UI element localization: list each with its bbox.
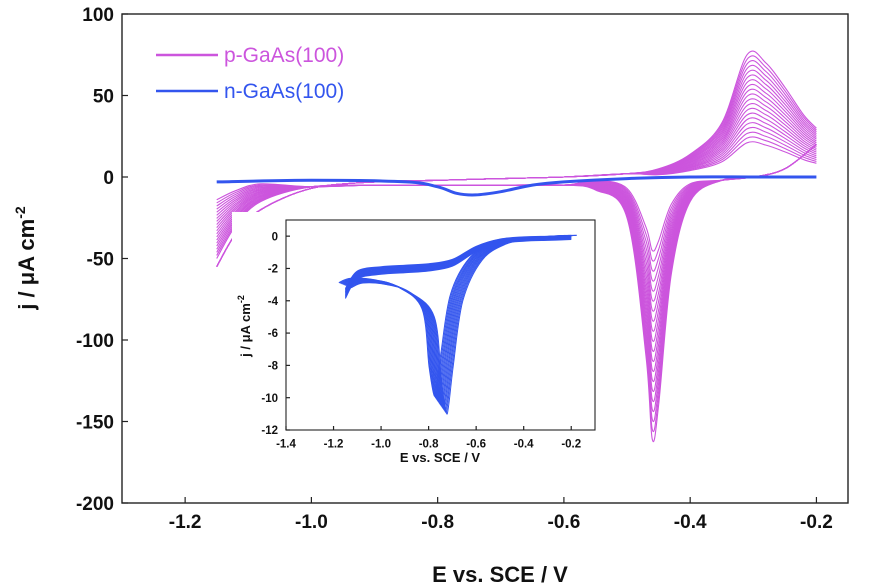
main-x-tick-label-1: -1.0: [295, 512, 328, 533]
inset-y-tick-label-6: -12: [261, 425, 278, 437]
inset-x-ticks: -1.4 -1.2 -1.0 -0.8 -0.6 -0.4 -0.2: [276, 426, 581, 451]
inset-y-tick-label-3: -6: [268, 328, 278, 340]
p-gaas-forward-sweep-19: [216, 50, 817, 267]
inset-x-tick-label-1: -1.2: [324, 439, 344, 451]
main-y-tick-label-3: -50: [87, 249, 114, 270]
legend-label-n-gaas: n-GaAs(100): [224, 80, 344, 103]
main-y-axis-label-superscript: -2: [12, 206, 28, 219]
inset-series-layer: [338, 234, 577, 415]
main-x-tick-label-3: -0.6: [548, 512, 581, 533]
main-chart: -1.2 -1.0 -0.8 -0.6 -0.4 -0.2 100500-50-100-1…: [12, 5, 849, 587]
main-series-layer: [216, 50, 817, 442]
inset-forward-sweep-13: [344, 239, 572, 299]
inset-y-tick-label-5: -10: [261, 393, 278, 405]
inset-y-tick-label-4: -8: [268, 361, 279, 373]
inset-background: [232, 212, 602, 468]
main-x-tick-label-0: -1.2: [169, 512, 202, 533]
n-gaas-main-curve: [216, 175, 817, 197]
main-y-tick-label-5: -150: [76, 412, 114, 433]
main-y-ticks: 100 50 0 -50 -100 -150 -200: [76, 5, 128, 515]
legend-entry-p-gaas: p-GaAs(100): [156, 44, 344, 67]
main-y-tick-label-0: 100: [82, 5, 114, 26]
inset-y-ticks: 0 -2 -4 -6 -8 -10 -12: [261, 231, 290, 437]
legend: p-GaAs(100) n-GaAs(100): [156, 44, 344, 103]
main-y-tick-label-2: 0: [103, 168, 114, 189]
inset-x-tick-label-5: -0.4: [514, 439, 534, 451]
inset-x-tick-label-2: -1.0: [371, 439, 391, 451]
inset-y-tick-label-2: -4: [268, 296, 279, 308]
main-x-tick-label-2: -0.8: [421, 512, 454, 533]
main-x-tick-label-4: -0.4: [674, 512, 707, 533]
inset-y-axis-label: j / μA cm-2: [236, 295, 253, 358]
inset-plot-frame: [285, 219, 596, 431]
inset-y-axis-label-superscript: -2: [236, 295, 246, 303]
main-y-tick-label-6: -200: [76, 494, 114, 515]
main-y-tick-label-1: 50: [93, 86, 114, 107]
inset-y-axis-label-text: j / μA cm: [238, 303, 253, 358]
p-gaas-reverse-sweep-19: [216, 143, 817, 442]
inset-x-tick-label-0: -1.4: [276, 439, 296, 451]
legend-label-p-gaas: p-GaAs(100): [224, 44, 344, 67]
inset-reverse-sweep-13: [350, 234, 577, 415]
inset-chart: -1.4 -1.2 -1.0 -0.8 -0.6 -0.4 -0.2 0 -2 -4 -6 -8 -1…: [232, 212, 602, 468]
inset-x-tick-label-6: -0.2: [561, 439, 581, 451]
main-x-axis-label: E vs. SCE / V: [432, 562, 568, 587]
main-y-axis-label: j / μA cm-2: [12, 206, 39, 311]
main-x-ticks: -1.2 -1.0 -0.8 -0.6 -0.4 -0.2: [169, 497, 833, 533]
main-x-tick-label-5: -0.2: [800, 512, 833, 533]
legend-entry-n-gaas: n-GaAs(100): [156, 80, 344, 103]
inset-x-tick-label-4: -0.6: [466, 439, 486, 451]
main-y-axis-label-text: j / μA cm: [14, 219, 39, 311]
inset-x-axis-label: E vs. SCE / V: [400, 450, 481, 465]
inset-y-tick-label-1: -2: [268, 264, 278, 276]
main-y-tick-label-4: -100: [76, 331, 114, 352]
inset-y-tick-label-0: 0: [272, 231, 278, 243]
inset-x-tick-label-3: -0.8: [419, 439, 439, 451]
